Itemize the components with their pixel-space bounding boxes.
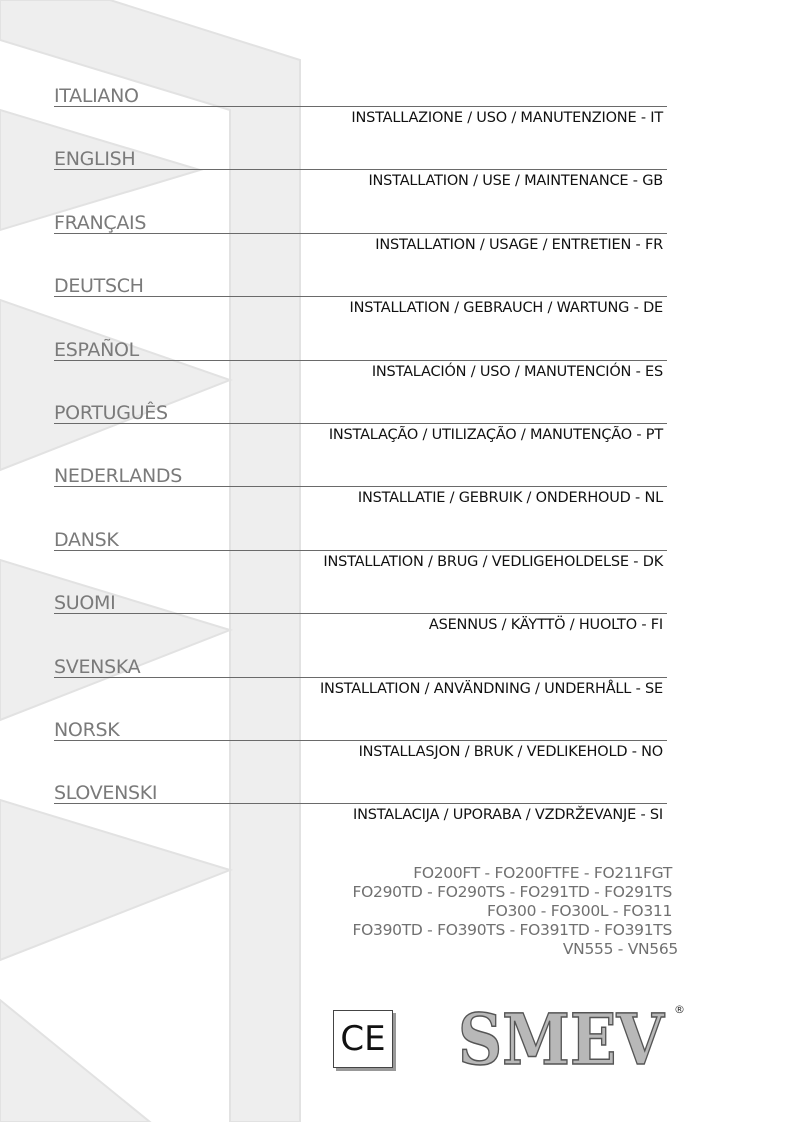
language-section: SVENSKA INSTALLATION / ANVÄNDNING / UNDER… <box>54 615 667 697</box>
model-line: FO290TD - FO290TS - FO291TD - FO291TS <box>352 883 673 901</box>
language-subtitle: INSTALLATION / ANVÄNDNING / UNDERHÅLL - … <box>319 680 663 697</box>
language-section: SUOMI ASENNUS / KÄYTTÖ / HUOLTO - FI <box>54 551 667 633</box>
model-line: FO200FT - FO200FTFE - FO211FGT <box>413 864 672 882</box>
language-subtitle: INSTALLASJON / BRUK / VEDLIKEHOLD - NO <box>358 744 664 760</box>
language-section: ITALIANO INSTALLAZIONE / USO / MANUTENZIO… <box>54 44 667 126</box>
language-section: NORSK INSTALLASJON / BRUK / VEDLIKEHOLD -… <box>54 678 667 760</box>
divider <box>54 549 667 551</box>
ce-mark-logo: CE <box>333 1010 393 1068</box>
divider <box>54 486 667 488</box>
divider <box>54 232 667 234</box>
divider <box>54 803 667 805</box>
language-section: DEUTSCH INSTALLATION / GEBRAUCH / WARTUNG… <box>54 234 667 316</box>
language-heading: ESPAÑOL <box>54 338 139 361</box>
divider <box>54 106 667 107</box>
language-section: PORTUGUÊS INSTALAÇÃO / UTILIZAÇÃO / MANUT… <box>54 361 667 443</box>
model-line: FO390TD - FO390TS - FO391TD - FO391TS <box>352 921 673 939</box>
language-subtitle: INSTALACIÓN / USO / MANUTENCIÓN - ES <box>371 363 663 380</box>
language-heading: DEUTSCH <box>54 275 144 298</box>
language-heading: ENGLISH <box>54 148 136 171</box>
language-heading: SLOVENSKI <box>54 782 158 805</box>
language-section: FRANÇAIS INSTALLATION / USAGE / ENTRETIEN… <box>54 171 667 253</box>
language-heading: NEDERLANDS <box>54 465 182 488</box>
language-heading: SVENSKA <box>54 655 141 678</box>
language-subtitle: INSTALLATIE / GEBRUIK / ONDERHOUD - NL <box>357 490 663 507</box>
language-heading: ITALIANO <box>54 85 139 107</box>
language-section: NEDERLANDS INSTALLATIE / GEBRUIK / ONDERH… <box>54 424 667 506</box>
language-section: ESPAÑOL INSTALACIÓN / USO / MANUTENCIÓN -… <box>54 298 667 380</box>
language-heading: FRANÇAIS <box>54 211 147 234</box>
divider <box>54 423 667 424</box>
language-heading: SUOMI <box>54 592 116 615</box>
language-section: ENGLISH INSTALLATION / USE / MAINTENANCE … <box>54 107 667 189</box>
smev-logo: SMEV <box>457 1004 666 1070</box>
ce-mark-text: CE <box>340 1019 386 1059</box>
divider <box>54 169 667 171</box>
language-subtitle: INSTALLATION / BRUG / VEDLIGEHOLDELSE - … <box>323 553 663 570</box>
model-list: FO200FT - FO200FTFE - FO211FGT FO290TD -… <box>352 864 679 959</box>
language-section: DANSK INSTALLATION / BRUG / VEDLIGEHOLDEL… <box>54 488 667 570</box>
language-subtitle: INSTALLAZIONE / USO / MANUTENZIONE - IT <box>351 110 663 126</box>
smev-logo-text: SMEV <box>458 1004 665 1070</box>
divider <box>54 296 667 298</box>
divider <box>54 359 667 361</box>
language-section: SLOVENSKI INSTALACIJA / UPORABA / VZDRŽEV… <box>54 741 667 823</box>
language-subtitle: ASENNUS / KÄYTTÖ / HUOLTO - FI <box>428 617 663 634</box>
divider <box>54 613 667 615</box>
model-line: VN555 - VN565 <box>562 940 678 958</box>
model-line: FO300 - FO300L - FO311 <box>486 902 672 920</box>
language-subtitle: INSTALLATION / GEBRAUCH / WARTUNG - DE <box>349 300 664 317</box>
divider <box>54 740 667 741</box>
language-heading: PORTUGUÊS <box>54 402 168 424</box>
language-subtitle: INSTALACIJA / UPORABA / VZDRŽEVANJE - SI <box>353 807 663 824</box>
divider <box>54 676 667 678</box>
language-subtitle: INSTALAÇÃO / UTILIZAÇÃO / MANUTENÇÃO - P… <box>328 427 663 443</box>
registered-mark: ® <box>674 1003 685 1016</box>
language-heading: NORSK <box>54 719 120 741</box>
language-heading: DANSK <box>54 528 119 551</box>
language-subtitle: INSTALLATION / USE / MAINTENANCE - GB <box>368 173 663 190</box>
language-subtitle: INSTALLATION / USAGE / ENTRETIEN - FR <box>375 236 663 253</box>
